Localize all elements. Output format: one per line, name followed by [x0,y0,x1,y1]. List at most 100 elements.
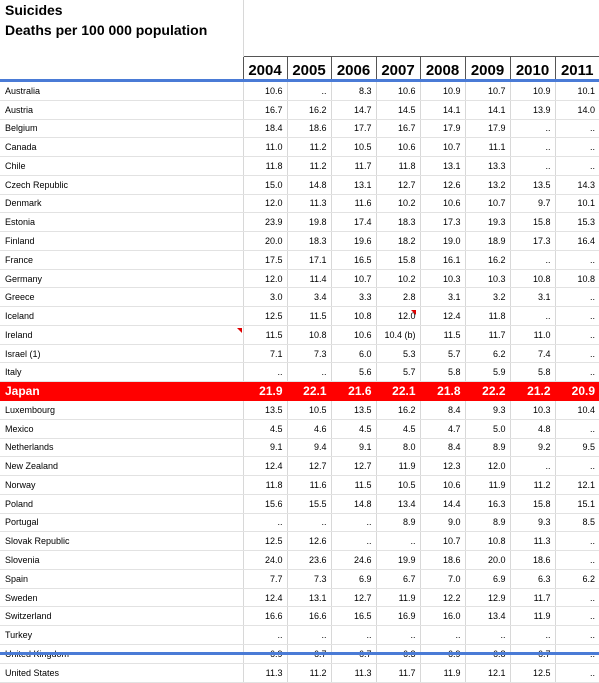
value-cell: .. [509,119,555,139]
value-cell: 13.2 [464,175,510,195]
value-cell: 15.6 [242,494,287,514]
value-cell: 10.6 [419,194,465,214]
value-cell: 9.3 [509,513,555,533]
table-row: New Zealand 12.4 12.7 12.7 11.9 12.3 12.0.... [0,456,599,477]
value-cell: 13.3 [464,156,510,176]
value-cell: 12.5 [242,531,287,552]
country-name: Slovak Republic [0,531,243,552]
value-cell: 11.6 [330,194,376,214]
value-cell: 11.7 [509,588,555,608]
value-cell: 11.2 [286,663,331,683]
value-cell: 4.5 [330,419,376,439]
value-cell: 19.6 [330,231,376,251]
value-cell: 3.4 [286,287,331,308]
value-cell: 10.2 [375,194,420,214]
value-cell: 11.9 [464,475,510,495]
value-cell: 4.7 [419,419,465,439]
value-cell: 13.1 [286,588,331,608]
value-cell: 13.4 [464,606,510,627]
year-header: 2009 [464,56,510,81]
value-cell: 10.6 [330,325,376,345]
value-cell: 15.1 [554,494,599,514]
value-cell: 16.5 [330,250,376,270]
value-cell: 11.8 [242,475,287,495]
value-cell: 18.6 [286,119,331,139]
year-header: 2004 [242,56,287,81]
value-cell: 17.3 [419,212,465,233]
value-cell: .. [419,625,465,645]
value-cell: 12.4 [242,588,287,608]
comment-marker[interactable] [237,328,242,333]
value-cell: .. [286,625,331,645]
value-cell: 13.5 [509,175,555,195]
value-cell: 16.3 [464,494,510,514]
value-cell: .. [554,531,599,552]
country-name: Japan [0,381,243,402]
value-cell: .. [509,137,555,158]
country-name: Israel (1) [0,344,243,364]
country-name: Spain [0,569,243,589]
value-cell: 19.8 [286,212,331,233]
value-cell: 11.0 [509,325,555,345]
value-cell: 16.7 [375,119,420,139]
value-cell: 22.2 [464,381,510,402]
value-cell: 14.1 [464,100,510,120]
value-cell: 11.5 [330,475,376,495]
comment-marker[interactable] [411,310,416,315]
value-cell: 11.3 [330,663,376,683]
value-cell: 20.0 [242,231,287,251]
value-cell: 5.8 [509,362,555,383]
table-row: Denmark 12.0 11.3 11.6 10.2 10.6 10.7 9.7 10.1 [0,194,599,214]
value-cell: 16.6 [242,606,287,627]
value-cell: 15.8 [375,250,420,270]
value-cell: 6.2 [464,344,510,364]
value-cell: 10.6 [375,137,420,158]
value-cell: 13.9 [509,100,555,120]
table-row: France 17.5 17.1 16.5 15.8 16.1 16.2.... [0,250,599,270]
value-cell: 9.3 [464,400,510,420]
value-cell: 10.7 [464,82,510,101]
value-cell: 23.6 [286,550,331,570]
value-cell: 11.9 [375,456,420,477]
table-row: Portugal...... 8.9 9.0 8.9 9.3 8.5 [0,513,599,533]
value-cell: 16.2 [286,100,331,120]
value-cell: .. [286,82,331,101]
country-name: Estonia [0,212,243,233]
value-cell: .. [375,531,420,552]
value-cell: .. [554,419,599,439]
value-cell: 6.2 [554,569,599,589]
value-cell: 8.9 [464,438,510,458]
value-cell: 15.3 [554,212,599,233]
value-cell: 8.3 [330,82,376,101]
year-header: 2011 [554,56,599,81]
value-cell: 14.8 [286,175,331,195]
value-cell: 11.0 [242,137,287,158]
value-cell: 15.5 [286,494,331,514]
value-cell: 11.3 [242,663,287,683]
country-name: Austria [0,100,243,120]
value-cell: .. [554,625,599,645]
value-cell: 17.9 [464,119,510,139]
value-cell: 12.6 [419,175,465,195]
value-cell: 11.9 [375,588,420,608]
value-cell: 7.0 [419,569,465,589]
table-row: Estonia 23.9 19.8 17.4 18.3 17.3 19.3 15.8 15.3 [0,212,599,233]
value-cell: 5.0 [464,419,510,439]
value-cell: 11.5 [242,325,287,345]
value-cell: 17.3 [509,231,555,251]
value-cell: .. [554,137,599,158]
value-cell: 11.5 [419,325,465,345]
year-header: 2010 [509,56,555,81]
value-cell: 11.2 [286,156,331,176]
value-cell: 17.9 [419,119,465,139]
table-row: Spain 7.7 7.3 6.9 6.7 7.0 6.9 6.3 6.2 [0,569,599,589]
table-row: Italy.... 5.6 5.7 5.8 5.9 5.8.. [0,362,599,383]
value-cell: 10.6 [242,82,287,101]
value-cell: 3.1 [419,287,465,308]
value-cell: 12.5 [242,306,287,326]
value-cell: 4.8 [509,419,555,439]
value-cell: 11.7 [375,663,420,683]
table-row: Greece 3.0 3.4 3.3 2.8 3.1 3.2 3.1.. [0,287,599,308]
value-cell: 11.9 [509,606,555,627]
